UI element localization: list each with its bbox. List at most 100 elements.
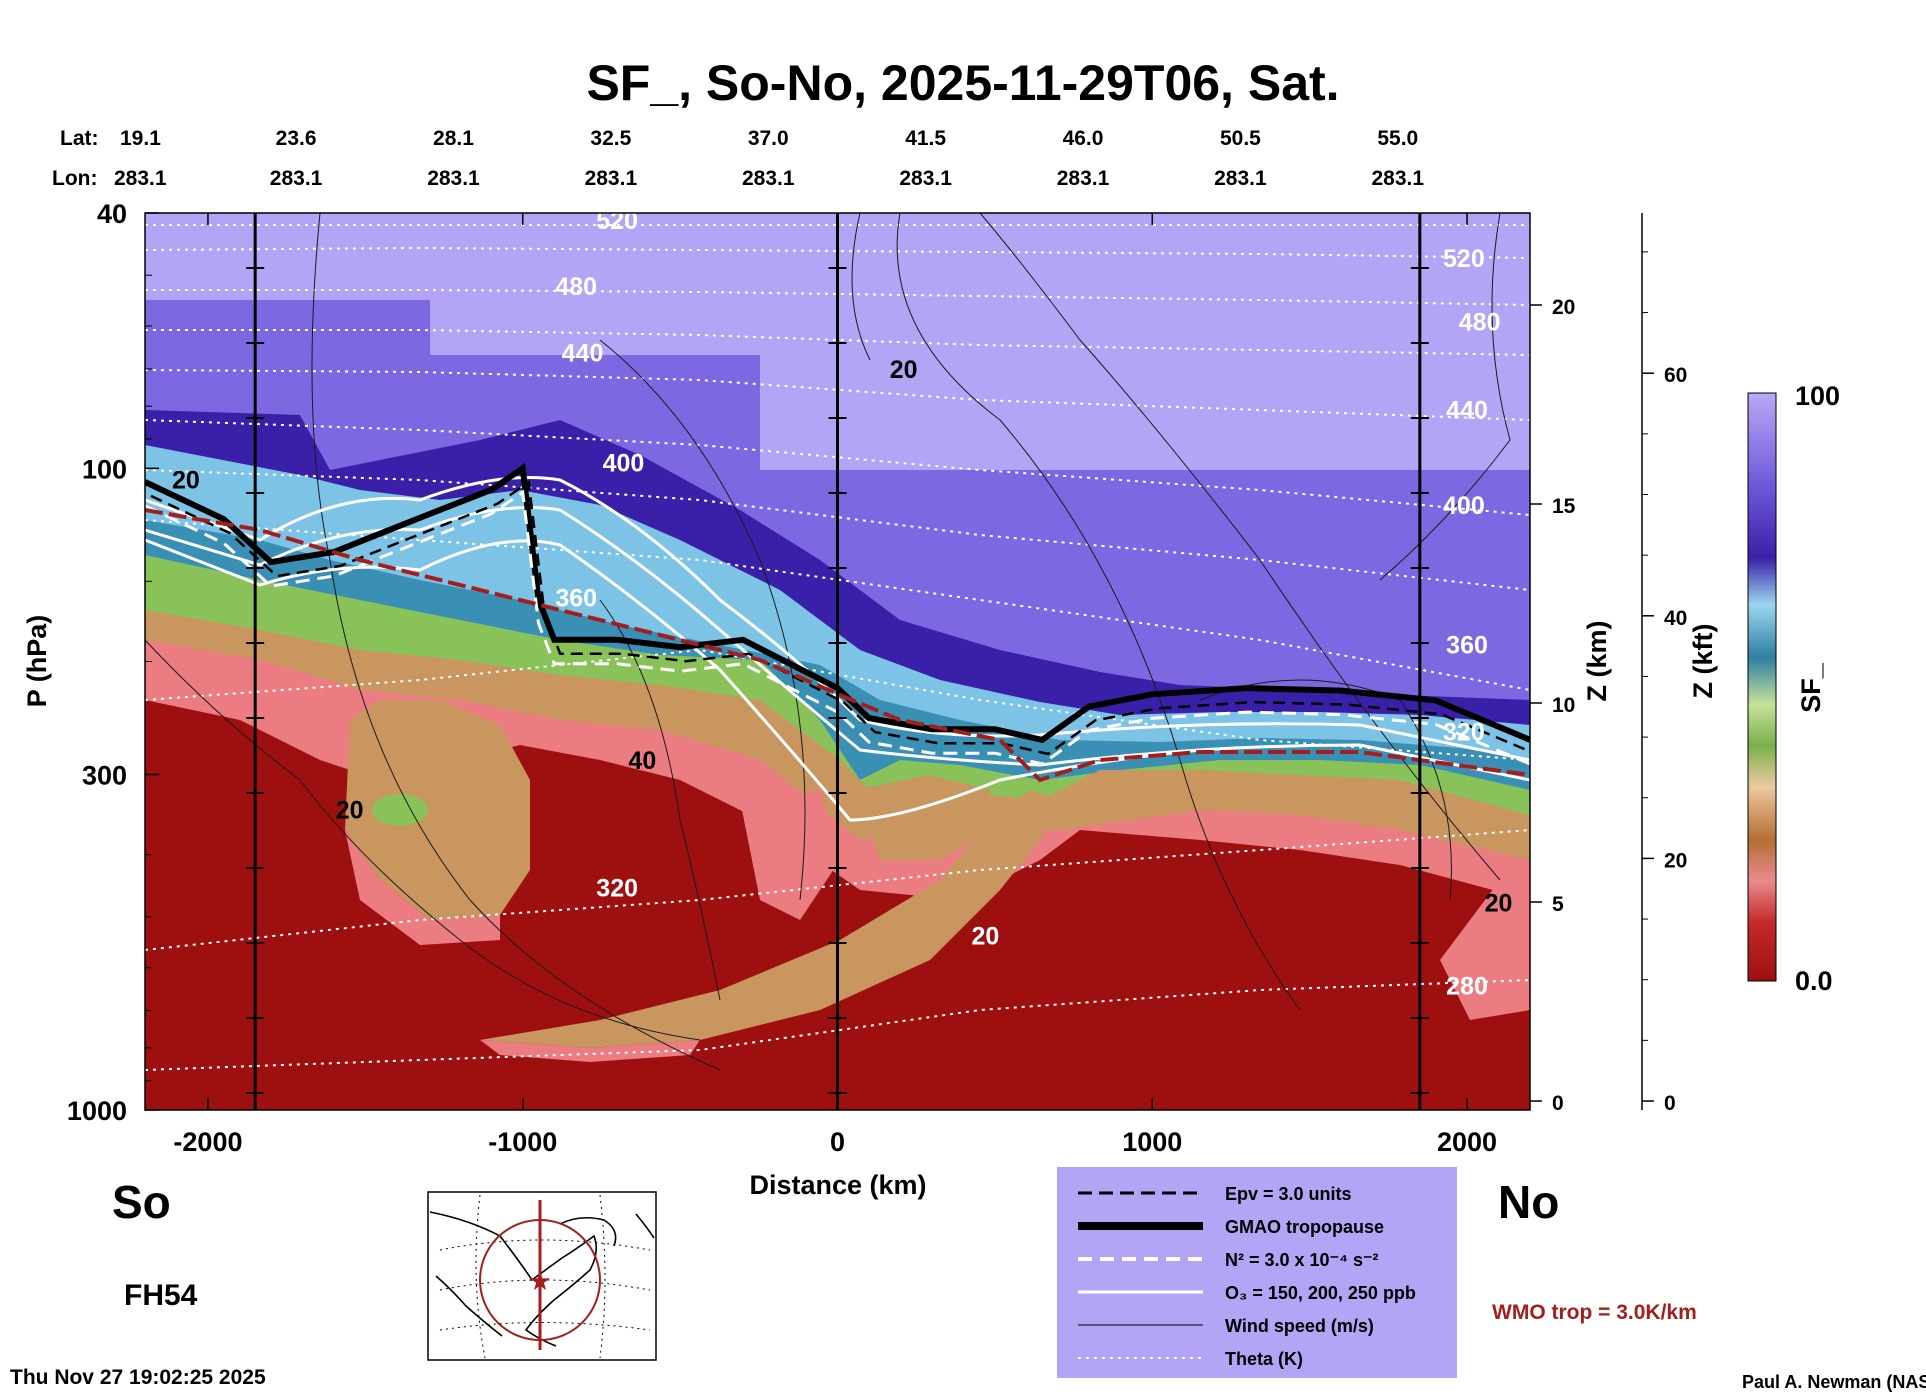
wind-label-5: 20 [172, 466, 200, 494]
zkft-tick-label-3: 60 [1664, 364, 1687, 387]
wind-contour-labels: 20 40 20 20 20 20 [172, 356, 1512, 951]
theta-label-6: 520 [1443, 245, 1485, 273]
lon-value-4: 283.1 [742, 167, 795, 190]
wind-contour-8 [851, 213, 871, 361]
lon-value-6: 283.1 [1057, 167, 1110, 190]
zkm-tick-label-3: 15 [1552, 495, 1576, 518]
north-label: No [1498, 1176, 1559, 1228]
forecast-hour: FH54 [124, 1279, 198, 1312]
wind-contour-3 [979, 213, 1501, 881]
wind-contour-1 [599, 339, 806, 901]
credit: Paul A. Newman (NASA [1742, 1372, 1926, 1392]
plot-field: 520480440400360320520480440400360320280 … [145, 213, 1530, 1110]
wind-label-2: 20 [336, 796, 364, 824]
theta-label-12: 280 [1446, 973, 1488, 1001]
theta-label-1: 480 [555, 273, 597, 301]
lon-value-1: 283.1 [270, 167, 323, 190]
theta-contour-9 [145, 829, 1530, 951]
theta-contour-1 [145, 246, 1530, 259]
colorbar-title: SF_ [1796, 662, 1826, 713]
lat-value-5: 41.5 [905, 127, 946, 150]
inset-map: ★ [427, 1191, 657, 1361]
lat-label: Lat: [60, 127, 99, 150]
lon-value-5: 283.1 [899, 167, 952, 190]
lat-value-3: 32.5 [590, 127, 631, 150]
lat-value-7: 50.5 [1220, 127, 1261, 150]
lat-value-6: 46.0 [1063, 127, 1104, 150]
lat-value-4: 37.0 [748, 127, 789, 150]
colorbar-min-label: 0.0 [1795, 966, 1833, 996]
lon-value-7: 283.1 [1214, 167, 1267, 190]
theta-contour-3 [145, 329, 1530, 356]
legend-label-5: Theta (K) [1225, 1349, 1303, 1369]
p-tick-label-2: 300 [82, 760, 127, 790]
theta-label-3: 400 [603, 450, 645, 478]
legend-label-0: Epv = 3.0 units [1225, 1184, 1352, 1204]
ozone-contour-1 [145, 506, 1530, 782]
pressure-axis: 40 100 300 1000 [67, 199, 159, 1126]
lon-value-0: 283.1 [114, 167, 167, 190]
lat-value-0: 19.1 [120, 127, 161, 150]
colorbar [1747, 392, 1777, 982]
p-axis-label: P (hPa) [22, 615, 52, 708]
lon-value-3: 283.1 [585, 167, 638, 190]
tan-tongue-filament [480, 790, 1060, 1048]
lon-label: Lon: [52, 167, 97, 190]
gmao-tropopause-line [145, 463, 1530, 744]
x-tick-label-2: 0 [830, 1127, 845, 1157]
latlon-values: 19.1 23.6 28.1 32.5 37.0 41.5 46.0 50.5 55.0 283.… [114, 127, 1424, 190]
legend-background [1057, 1167, 1457, 1378]
lon-value-2: 283.1 [427, 167, 480, 190]
theta-contour-6 [145, 469, 1530, 591]
south-label: So [112, 1176, 171, 1228]
theta-label-9: 400 [1443, 492, 1485, 520]
wmo-tropopause-line [145, 508, 1530, 783]
lat-value-1: 23.6 [276, 127, 317, 150]
wind-contour-6 [599, 599, 721, 1001]
wind-contour-4 [1199, 679, 1452, 901]
legend: Epv = 3.0 units GMAO tropopause N² = 3.0 x… [1057, 1167, 1457, 1378]
p-tick-label-0: 40 [97, 199, 127, 229]
zkm-tick-label-2: 10 [1552, 694, 1575, 717]
theta-label-11: 320 [1443, 718, 1485, 746]
z-kft-axis-label: Z (kft) [1688, 624, 1718, 699]
x-axis-label: Distance (km) [749, 1170, 926, 1200]
z-km-axis: 0 5 10 15 20 [1530, 296, 1576, 1115]
chart-title: SF_, So-No, 2025-11-29T06, Sat. [586, 55, 1339, 111]
ozone-contour-2 [145, 538, 1201, 822]
map-center-star: ★ [528, 1267, 551, 1297]
theta-contour-4 [145, 369, 1530, 421]
timestamp: Thu Nov 27 19:02:25 2025 [10, 1366, 266, 1389]
wind-label-4: 20 [1485, 890, 1513, 918]
theta-contour-2 [145, 289, 1530, 306]
zkm-tick-label-0: 0 [1552, 1092, 1564, 1115]
theta-label-2: 440 [562, 340, 604, 368]
legend-label-2: N² = 3.0 x 10⁻⁴ s⁻² [1225, 1250, 1378, 1270]
theta-label-5: 320 [596, 874, 638, 902]
zkft-tick-label-1: 20 [1664, 849, 1687, 872]
wind-contour-2 [896, 213, 1301, 1011]
map-graticule [439, 1194, 651, 1359]
zkft-tick-label-0: 0 [1664, 1092, 1676, 1115]
theta-contour-8 [145, 648, 1530, 761]
green-intrusion-spot [372, 794, 428, 826]
x-axis: -2000 -1000 0 1000 2000 [173, 213, 1497, 1157]
lat-value-2: 28.1 [433, 127, 474, 150]
wind-speed-contours [145, 213, 1511, 1071]
lon-value-8: 283.1 [1372, 167, 1425, 190]
p-tick-label-1: 100 [82, 454, 127, 484]
theta-contour-labels: 520 480 440 400 360 320 520 480 440 400 360 320 280 [555, 213, 1500, 1001]
wind-contour-5 [145, 639, 701, 1041]
theta-label-4: 360 [555, 585, 597, 613]
wmo-trop-label: WMO trop = 3.0K/km [1492, 1301, 1697, 1324]
x-tick-label-4: 2000 [1437, 1127, 1497, 1157]
theta-contour-7 [145, 519, 1530, 691]
pink-intrusion-lobe [345, 830, 500, 945]
theta-contour-10 [145, 979, 1530, 1071]
x-tick-label-3: 1000 [1122, 1127, 1182, 1157]
z-km-axis-label: Z (km) [1582, 621, 1612, 702]
tan-intrusion-lobe [345, 700, 530, 920]
pink-tongue-filament [480, 1040, 700, 1062]
legend-label-4: Wind speed (m/s) [1225, 1316, 1374, 1336]
